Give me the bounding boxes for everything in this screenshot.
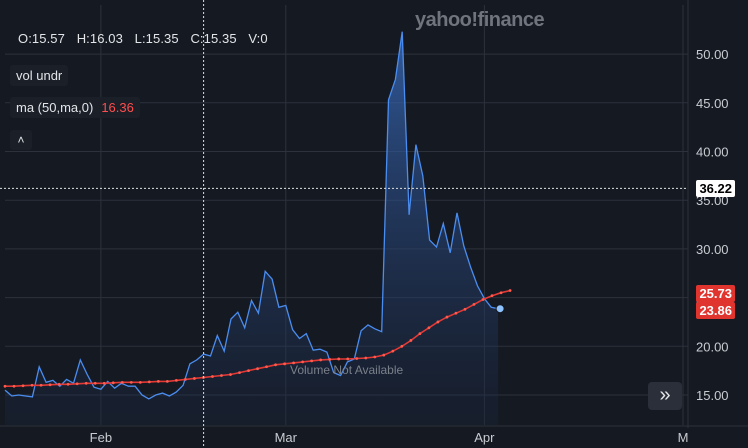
ma-point [391, 349, 395, 353]
ma-point [75, 382, 79, 386]
ma-point [48, 383, 52, 387]
ma-point [364, 356, 368, 360]
ma-point [183, 378, 187, 381]
ma-point [12, 384, 16, 388]
ma-point [436, 320, 440, 324]
ma-point [30, 383, 34, 387]
ma-point [238, 371, 241, 374]
ma-point [147, 380, 151, 384]
ma-point [256, 367, 259, 371]
y-tick-label: 45.00 [696, 96, 729, 111]
ma-point [21, 384, 25, 388]
x-tick-label: Feb [90, 430, 112, 445]
ma-point [283, 362, 287, 366]
ma-point [174, 378, 178, 382]
x-tick-label: Mar [275, 430, 298, 445]
ma-point [382, 353, 386, 357]
ma-point [373, 355, 377, 359]
y-tick-label: 15.00 [696, 388, 729, 403]
ma-point [310, 359, 314, 363]
ma-point [220, 374, 223, 377]
ma-point [39, 383, 43, 387]
ma-point [355, 357, 359, 360]
ma-point [409, 339, 413, 342]
ma-legend[interactable]: ma (50,ma,0) 16.36 [10, 97, 140, 118]
ma-legend-value: 16.36 [101, 100, 134, 115]
last-price-label: 23.86 [696, 302, 735, 319]
price-line [4, 31, 499, 400]
ma-point [418, 332, 422, 336]
high-value: H:16.03 [76, 31, 123, 46]
ma-point [301, 360, 305, 364]
ma-point [265, 365, 268, 369]
ma-point [481, 298, 485, 301]
ma-point [454, 311, 458, 315]
collapse-legend-button[interactable]: ˄ [10, 130, 32, 150]
ma-point [156, 379, 160, 383]
y-tick-label: 30.00 [696, 242, 729, 257]
ma-point [472, 303, 476, 306]
low-value: L:15.35 [134, 31, 179, 46]
ma-point [463, 307, 467, 311]
ma-point [93, 381, 97, 385]
last-price-marker [495, 304, 505, 314]
ma-point [337, 357, 341, 361]
ma-point [66, 382, 70, 386]
ma-point [138, 380, 142, 384]
ma-point [346, 357, 350, 361]
y-tick-label: 50.00 [696, 47, 729, 62]
ma-point [111, 381, 115, 385]
ma-point [165, 379, 169, 383]
price-area [5, 31, 499, 425]
scroll-to-latest-button[interactable]: » [648, 382, 682, 410]
ma-point [490, 294, 494, 298]
ma-point [84, 381, 88, 385]
ma-point [57, 382, 61, 386]
volume-watermark: Volume Not Available [290, 363, 404, 377]
y-tick-label: 40.00 [696, 145, 729, 160]
ma-point [102, 381, 106, 385]
ma-point [427, 326, 431, 330]
ma-point [274, 363, 277, 367]
ma-legend-label: ma (50,ma,0) [16, 100, 94, 115]
ma-point [229, 373, 232, 376]
ma-point [400, 344, 404, 348]
x-tick-label: Apr [474, 430, 495, 445]
ma-point [120, 380, 124, 384]
ma-price-label: 25.73 [696, 285, 735, 302]
ma-point [319, 358, 323, 362]
ma-point [508, 289, 512, 292]
volume-value: V:0 [248, 31, 268, 46]
close-value: C:15.35 [190, 31, 237, 46]
ma-point [328, 358, 332, 361]
x-tick-label: M [678, 430, 689, 445]
y-tick-label: 20.00 [696, 339, 729, 354]
ma-point [193, 377, 196, 380]
ma-point [445, 315, 449, 319]
ma-point [292, 361, 296, 365]
crosshair-price-label: 36.22 [696, 180, 735, 197]
ma-point [3, 384, 7, 388]
ohlc-readout: O:15.57 H:16.03 L:15.35 C:15.35 V:0 [12, 28, 282, 49]
open-value: O:15.57 [18, 31, 65, 46]
ma-point [129, 380, 133, 384]
ma-point [499, 291, 503, 295]
vol-legend[interactable]: vol undr [10, 65, 69, 86]
yahoo-finance-logo: yahoo!finance [415, 9, 545, 31]
ma-point [211, 375, 214, 378]
ma-point [247, 369, 250, 373]
